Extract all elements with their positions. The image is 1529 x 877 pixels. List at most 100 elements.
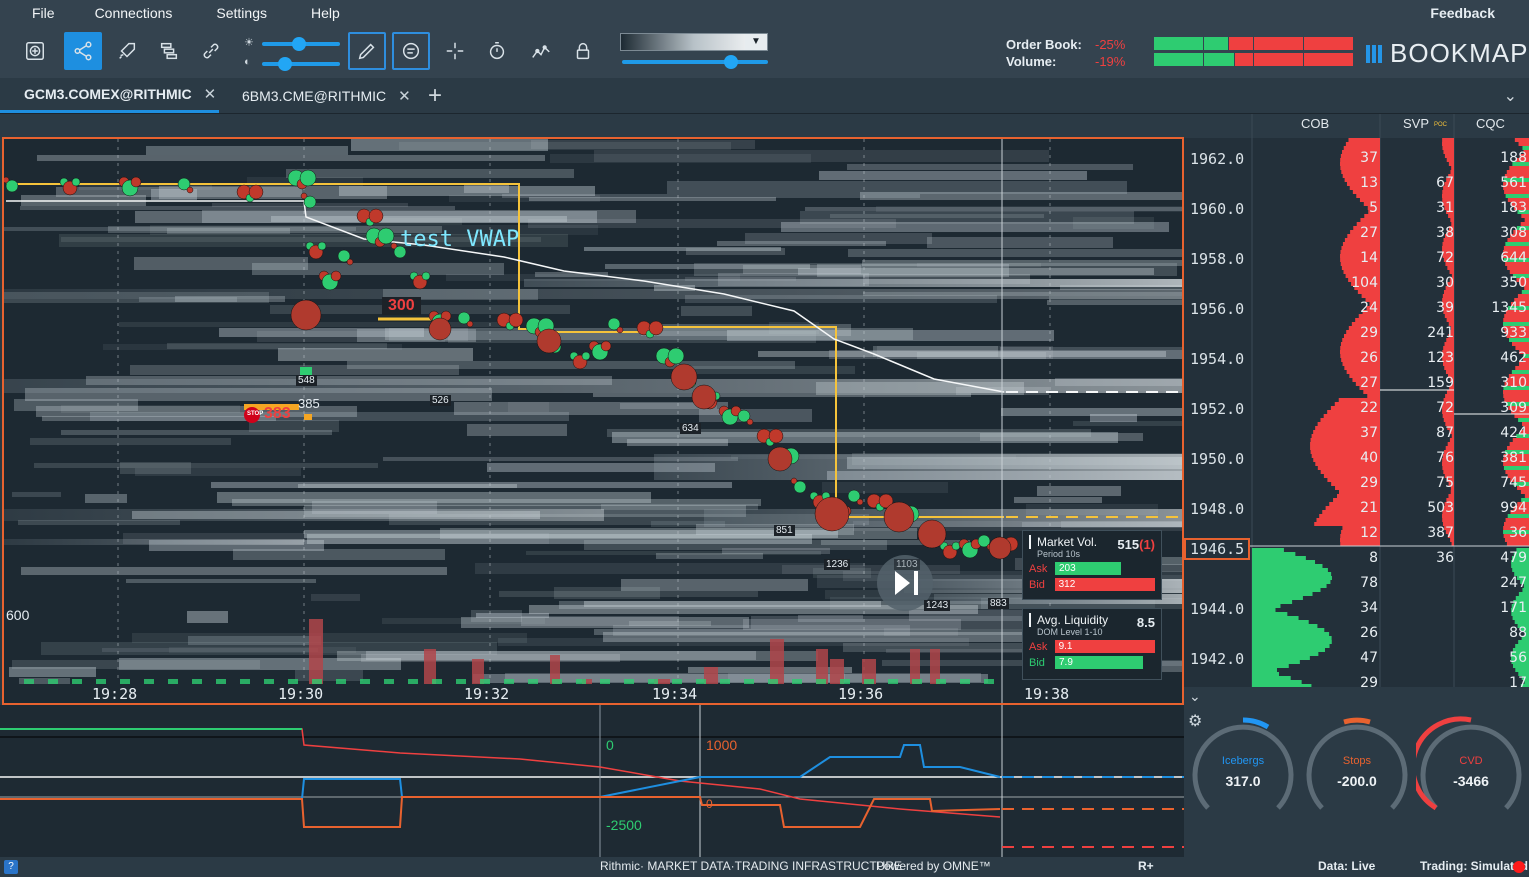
cqc-value: 17 [1509, 675, 1527, 691]
cqc-value: 188 [1500, 150, 1527, 166]
close-icon[interactable]: ✕ [203, 86, 217, 103]
cqc-value: 424 [1500, 425, 1527, 441]
qty-marker-icon [304, 414, 312, 420]
price-level: 1944.0 [1190, 600, 1245, 618]
heatmap-chart[interactable]: test VWAP 300 STOP 383 385 600 548 526 6… [2, 137, 1184, 705]
avg-liquidity-title: Avg. Liquidity [1029, 613, 1155, 627]
chat-bubble-icon [402, 42, 420, 60]
tab-label: 6BM3.CME@RITHMIC [242, 87, 387, 104]
svp-poc-badge: POC [1434, 122, 1448, 128]
cqc-value: 308 [1500, 225, 1527, 241]
menu-connections[interactable]: Connections [94, 5, 173, 21]
zoom-fit-button[interactable] [16, 32, 54, 70]
vwap-step-line [6, 183, 1004, 518]
trade-tag: 1243 [924, 600, 951, 611]
add-tab-button[interactable]: + [428, 82, 443, 109]
volume-label: Volume: [1006, 54, 1057, 69]
cob-value: 26 [1360, 625, 1378, 641]
market-vol-value: 515(1) [1117, 537, 1155, 552]
cqc-value: 183 [1500, 200, 1527, 216]
menu-file[interactable]: File [32, 5, 55, 21]
contrast-slider[interactable] [262, 57, 340, 71]
line-chart-icon [532, 45, 550, 58]
price-level: 1956.0 [1190, 300, 1245, 318]
svp-header[interactable]: SVP [1403, 116, 1430, 131]
gauge-stops[interactable]: Stops -200.0 [1302, 713, 1412, 823]
help-icon[interactable]: ? [4, 860, 18, 874]
layers-icon [160, 42, 178, 60]
heatmap-svg [4, 139, 1182, 703]
svp-value: 31 [1436, 200, 1454, 216]
stopwatch-icon [489, 42, 505, 60]
price-level: 1954.0 [1190, 350, 1245, 368]
market-vol-bid-row: Bid 312 [1029, 578, 1155, 591]
tabs-menu-chevron-icon[interactable]: ⌄ [1503, 88, 1517, 105]
avg-liquidity-bid-row: Bid 7.9 [1029, 656, 1155, 669]
chart-annotation[interactable]: test VWAP [400, 227, 520, 252]
cob-value: 24 [1360, 300, 1378, 316]
data-status: Data: Live [1318, 859, 1376, 873]
brightness-slider[interactable] [262, 37, 340, 51]
indicator-label-minus-2500: -2500 [606, 817, 642, 833]
menu-help[interactable]: Help [310, 5, 340, 21]
limit-order-qty[interactable]: 300 [382, 297, 421, 315]
market-vol-number: 515 [1117, 537, 1140, 552]
market-vol-box: Market Vol. Period 10s 515(1) Ask 203 Bid… [1022, 530, 1162, 600]
gauge-name: Icebergs [1221, 755, 1265, 767]
trade-tag: 883 [988, 598, 1009, 609]
cob-value: 29 [1360, 475, 1378, 491]
bid-bar: 312 [1054, 578, 1155, 591]
ask-bar: 9.1 [1054, 640, 1155, 653]
cqc-value: 310 [1500, 375, 1527, 391]
heatmap-contrast-slider[interactable] [622, 55, 768, 69]
indicator-label-0: 0 [606, 737, 614, 753]
gauge-icebergs[interactable]: Icebergs 317.0 [1188, 713, 1298, 823]
lock-button[interactable] [564, 32, 602, 70]
cqc-value: 745 [1500, 475, 1527, 491]
crosshair-icon [446, 42, 464, 60]
trade-tag: 1103 [894, 559, 920, 570]
feedback-link[interactable]: Feedback [1430, 5, 1495, 21]
timer-button[interactable] [478, 32, 516, 70]
gauge-cvd[interactable]: CVD -3466 [1410, 713, 1526, 823]
svp-value: 30 [1436, 275, 1454, 291]
share-button[interactable] [64, 32, 102, 70]
time-label: 19:28 [92, 685, 138, 703]
close-icon[interactable]: ✕ [398, 87, 411, 105]
market-vol-ask-row: Ask 203 [1029, 562, 1155, 575]
indicator-button[interactable] [522, 32, 560, 70]
order-book-value: -25% [1095, 37, 1126, 52]
cob-profile-bars [1252, 138, 1380, 687]
cob-value: 14 [1360, 250, 1378, 266]
cob-value: 26 [1360, 350, 1378, 366]
heatmap-palette-dropdown[interactable]: ▼ [620, 33, 768, 51]
indicator-label-1000: 1000 [706, 737, 738, 753]
cob-header[interactable]: COB [1301, 116, 1330, 131]
average-price-line [6, 200, 1005, 393]
tab-6bm3[interactable]: 6BM3.CME@RITHMIC ✕ [218, 78, 418, 113]
draw-button[interactable] [348, 32, 386, 70]
comment-button[interactable] [392, 32, 430, 70]
strategy-button[interactable] [108, 32, 146, 70]
cqc-value: 247 [1500, 575, 1527, 591]
cob-value: 5 [1369, 200, 1378, 216]
pencil-icon [358, 43, 375, 60]
r-plus-badge: R+ [1138, 859, 1154, 873]
cqc-value: 88 [1509, 625, 1527, 641]
stop-qty[interactable]: 383 [264, 405, 291, 422]
menu-settings[interactable]: Settings [216, 5, 267, 21]
gauge-ring [1192, 717, 1294, 810]
collapse-chevron-icon[interactable]: ⌄ [1189, 688, 1201, 704]
gear-icon[interactable]: ⚙ [1188, 713, 1203, 730]
stop-order-bar[interactable] [244, 404, 299, 410]
cqc-header[interactable]: CQC [1476, 116, 1505, 131]
indicator-pane[interactable]: 0 1000 -2500 0 [0, 705, 1184, 857]
imbalance-bars [1154, 37, 1354, 69]
crosshair-button[interactable] [436, 32, 474, 70]
cob-value: 21 [1360, 500, 1378, 516]
link-button[interactable] [192, 32, 230, 70]
layers-button[interactable] [150, 32, 188, 70]
tab-gcm3[interactable]: GCM3.COMEX@RITHMIC ✕ [0, 78, 219, 113]
contrast-icon: ◐ [244, 56, 251, 68]
